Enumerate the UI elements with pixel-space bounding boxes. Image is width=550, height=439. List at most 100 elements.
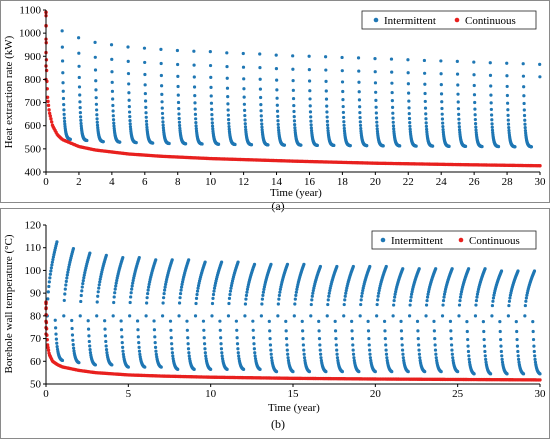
chart-b-intermittent-point [490, 314, 494, 318]
chart-b-intermittent-point [366, 329, 371, 333]
chart-b-intermittent-point [245, 287, 250, 292]
chart-b-intermittent-point [99, 274, 103, 279]
chart-a-intermittent-point [94, 96, 98, 100]
chart-b-intermittent-point [269, 352, 273, 356]
chart-b-intermittent-point [162, 291, 166, 296]
chart-a-intermittent-point [440, 112, 444, 116]
chart-b-intermittent-point [145, 301, 149, 305]
chart-b-intermittent-point [111, 314, 115, 318]
chart-a-intermittent-point [128, 125, 133, 129]
chart-b-intermittent-point [475, 292, 480, 296]
chart-a-intermittent-point [506, 118, 510, 122]
chart-b-intermittent-point [285, 262, 290, 266]
chart-a-intermittent-point [439, 83, 443, 87]
chart-b-intermittent-point [516, 357, 521, 361]
chart-b-intermittent-point [334, 343, 338, 347]
chart-b-intermittent-point [62, 314, 66, 318]
chart-a-intermittent-point [210, 113, 214, 117]
chart-b-intermittent-point [498, 320, 502, 324]
chart-b-continuous-series [44, 300, 542, 382]
chart-b-intermittent-point [49, 266, 53, 270]
chart-b-intermittent-point [466, 337, 470, 342]
chart-b-intermittent-point [113, 287, 117, 291]
chart-a-intermittent-cycle [126, 45, 138, 145]
chart-a-intermittent-point [292, 103, 296, 108]
chart-b-intermittent-point [81, 278, 85, 283]
chart-a-intermittent-point [260, 128, 264, 132]
chart-b-intermittent-point [351, 343, 355, 347]
chart-b-intermittent-point [532, 269, 537, 273]
chart-b-intermittent-point [177, 301, 182, 305]
chart-a-x-tick-label: 28 [502, 176, 514, 188]
chart-b-intermittent-point [278, 290, 282, 294]
chart-a-intermittent-point [210, 107, 214, 111]
chart-a-intermittent-point [112, 124, 116, 128]
chart-b-intermittent-point [357, 370, 361, 374]
chart-a-intermittent-point [259, 114, 263, 118]
chart-b-intermittent-point [317, 329, 321, 333]
chart-a-intermittent-point [307, 79, 312, 83]
chart-a-intermittent-cycle [60, 29, 72, 141]
chart-b-intermittent-point [251, 328, 255, 332]
chart-a-intermittent-point [513, 145, 517, 149]
chart-b-intermittent-point [500, 357, 504, 361]
chart-b-intermittent-point [418, 356, 422, 360]
chart-a-intermittent-cycle [521, 62, 534, 149]
chart-a-intermittent-point [225, 76, 229, 80]
chart-b-intermittent-point [302, 348, 306, 352]
chart-b-intermittent-point [178, 291, 183, 296]
chart-b-intermittent-point [277, 293, 281, 297]
chart-b-intermittent-point [327, 294, 331, 298]
chart-b-intermittent-point [103, 327, 107, 331]
chart-a-intermittent-point [159, 47, 163, 51]
chart-b-intermittent-point [119, 319, 123, 323]
chart-b-intermittent-point [400, 337, 404, 341]
chart-b-intermittent-point [425, 295, 430, 299]
chart-b-intermittent-point [268, 343, 273, 347]
chart-b-intermittent-point [457, 314, 461, 318]
chart-b-continuous-point [46, 348, 51, 352]
chart-a-intermittent-point [95, 117, 99, 121]
chart-b-intermittent-point [121, 255, 125, 260]
chart-a-intermittent-point [439, 92, 444, 96]
chart-b-intermittent-point [343, 298, 347, 302]
chart-b-intermittent-point [64, 283, 68, 287]
chart-a-intermittent-point [93, 40, 97, 45]
chart-b-intermittent-point [433, 337, 437, 341]
chart-b-intermittent-point [377, 288, 381, 293]
chart-a-intermittent-point [391, 120, 395, 124]
chart-b-intermittent-point [262, 287, 266, 292]
chart-b-intermittent-point [416, 329, 420, 333]
chart-a-intermittent-point [309, 119, 313, 123]
chart-a-intermittent-point [457, 128, 462, 132]
chart-b-intermittent-point [508, 293, 513, 297]
chart-a-intermittent-point [373, 57, 377, 61]
chart-b-intermittent-point [432, 329, 436, 333]
chart-b-intermittent-point [152, 319, 156, 323]
chart-b-intermittent-point [376, 294, 380, 298]
chart-b-intermittent-point [50, 263, 54, 267]
chart-b-intermittent-point [47, 280, 51, 284]
chart-b-intermittent-point [267, 319, 271, 323]
chart-b-intermittent-point [500, 354, 504, 358]
chart-b-intermittent-point [54, 326, 58, 330]
chart-a-intermittent-point [192, 75, 196, 79]
chart-a: 0 2 4 6 8 10 12 14 16 18 20 22 24 26 28 30 400500600700… [0, 0, 550, 213]
chart-a-intermittent-point [523, 122, 527, 126]
chart-b-intermittent-point [144, 314, 148, 318]
chart-b-intermittent-point [328, 288, 332, 293]
chart-a-x-ticks: 0 2 4 6 8 10 12 14 16 18 20 22 24 26 28 30 [43, 172, 546, 188]
chart-b-intermittent-point [384, 264, 388, 269]
chart-a-intermittent-point [143, 91, 147, 96]
chart-b-intermittent-point [484, 357, 488, 361]
chart-b-intermittent-point [524, 299, 528, 303]
chart-b-continuous-point [46, 345, 50, 350]
chart-b-intermittent-point [48, 276, 52, 280]
chart-a-intermittent-point [161, 126, 165, 130]
chart-a-x-tick-label: 24 [436, 176, 448, 188]
chart-b-intermittent-point [417, 348, 421, 352]
chart-b-intermittent-point [87, 334, 91, 338]
chart-b-marks [44, 240, 542, 382]
chart-b-intermittent-point [516, 354, 520, 358]
chart-a-intermittent-point [93, 68, 98, 72]
